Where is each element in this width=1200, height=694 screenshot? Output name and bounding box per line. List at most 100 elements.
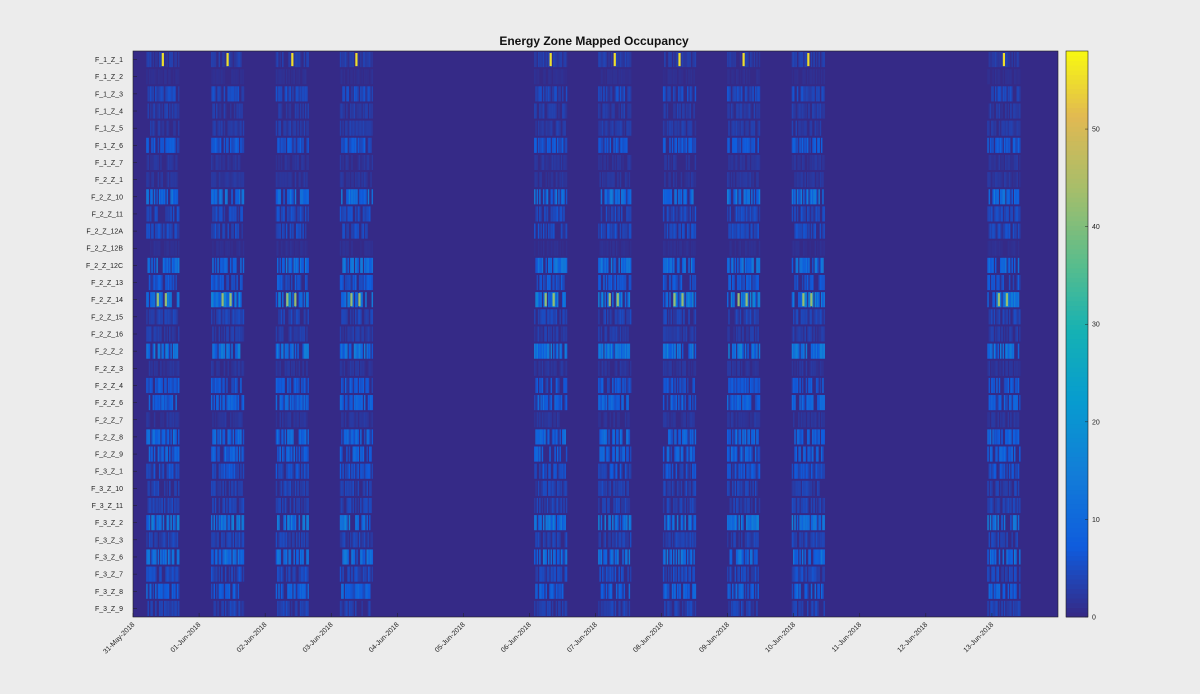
- heatmap-cell: [288, 326, 290, 342]
- heatmap-cell: [680, 326, 683, 342]
- heatmap-cell: [618, 583, 620, 599]
- heatmap-cell: [299, 86, 302, 102]
- heatmap-cell: [605, 86, 608, 102]
- heatmap-cell: [688, 154, 690, 171]
- heatmap-cell: [230, 532, 232, 548]
- heatmap-cell: [301, 600, 303, 616]
- heatmap-cell: [795, 52, 798, 68]
- heatmap-cell: [360, 343, 362, 359]
- heatmap-cell: [165, 257, 167, 273]
- heatmap-cell: [617, 206, 619, 222]
- heatmap-cell: [288, 412, 290, 428]
- heatmap-cell: [678, 532, 680, 548]
- heatmap-cell: [619, 429, 622, 445]
- heatmap-cell: [171, 189, 174, 205]
- heatmap-cell: [344, 583, 347, 599]
- heatmap-cell: [147, 600, 149, 616]
- heatmap-cell: [342, 103, 344, 119]
- heatmap-cell: [669, 515, 671, 531]
- heatmap-cell: [238, 120, 241, 136]
- heatmap-cell: [302, 189, 304, 205]
- heatmap-cell: [542, 52, 545, 68]
- heatmap-cell: [820, 86, 823, 102]
- heatmap-cell: [689, 566, 692, 582]
- heatmap-cell: [662, 497, 665, 514]
- heatmap-cell: [558, 583, 560, 599]
- heatmap-cell: [148, 395, 151, 411]
- heatmap-cell: [670, 429, 672, 445]
- heatmap-cell: [629, 86, 632, 102]
- heatmap-cell: [544, 600, 546, 616]
- heatmap-cell: [756, 206, 758, 222]
- heatmap-cell: [280, 274, 283, 291]
- heatmap-cell: [177, 497, 180, 514]
- heatmap-cell: [692, 532, 694, 548]
- heatmap-cell: [176, 377, 179, 394]
- heatmap-cell: [283, 69, 285, 85]
- heatmap-cell: [626, 206, 628, 222]
- heatmap-cell: [235, 137, 237, 153]
- heatmap-cell: [212, 223, 214, 239]
- heatmap-cell: [233, 566, 236, 582]
- heatmap-cell: [353, 343, 356, 359]
- heatmap-cell: [729, 223, 731, 239]
- heatmap-cell: [148, 446, 151, 462]
- heatmap-cell: [687, 240, 689, 256]
- heatmap-cell: [675, 292, 678, 308]
- heatmap-cell: [342, 257, 344, 273]
- heatmap-cell: [613, 137, 615, 153]
- heatmap-cell: [146, 223, 148, 239]
- heatmap-cell: [627, 343, 629, 359]
- heatmap-cell: [809, 120, 811, 136]
- heatmap-cell: [690, 120, 693, 136]
- heatmap-cell: [666, 120, 669, 136]
- heatmap-cell: [339, 172, 342, 188]
- heatmap-cell: [818, 103, 820, 119]
- heatmap-cell: [732, 463, 734, 479]
- heatmap-cell: [560, 52, 563, 68]
- heatmap-cell: [301, 326, 303, 342]
- heatmap-cell: [228, 600, 231, 616]
- heatmap-cell: [684, 120, 686, 136]
- heatmap-cell: [218, 274, 221, 291]
- heatmap-cell: [367, 549, 370, 565]
- heatmap-cell: [214, 463, 217, 479]
- heatmap-cell: [177, 566, 180, 582]
- heatmap-cell: [603, 223, 605, 239]
- heatmap-cell: [276, 600, 279, 616]
- heatmap-cell: [623, 600, 626, 616]
- heatmap-cell: [162, 189, 165, 205]
- heatmap-cell: [232, 326, 235, 342]
- heatmap-cell: [216, 360, 218, 376]
- heatmap-cell: [236, 446, 238, 462]
- heatmap-cell: [242, 120, 245, 136]
- heatmap-cell: [679, 274, 681, 291]
- heatmap-cell: [694, 172, 697, 188]
- heatmap-cell: [666, 86, 669, 102]
- heatmap-cell: [735, 309, 738, 325]
- heatmap-cell: [213, 69, 215, 85]
- heatmap-cell: [166, 463, 169, 479]
- heatmap-cell: [242, 463, 245, 479]
- heatmap-cell: [601, 240, 604, 256]
- peak-cell: [294, 293, 297, 307]
- peak-cell: [673, 293, 676, 307]
- heatmap-cell: [151, 497, 153, 514]
- heatmap-cell: [796, 206, 799, 222]
- heatmap-cell: [284, 412, 287, 428]
- heatmap-cell: [167, 377, 170, 394]
- heatmap-cell: [747, 309, 749, 325]
- heatmap-cell: [307, 429, 309, 445]
- heatmap-cell: [303, 120, 306, 136]
- heatmap-cell: [370, 172, 372, 188]
- heatmap-cell: [605, 395, 608, 411]
- heatmap-cell: [161, 600, 163, 616]
- heatmap-cell: [817, 154, 819, 171]
- heatmap-cell: [817, 137, 819, 153]
- heatmap-cell: [157, 480, 160, 496]
- heatmap-cell: [227, 532, 229, 548]
- heatmap-cell: [148, 69, 151, 85]
- heatmap-cell: [747, 549, 749, 565]
- heatmap-cell: [363, 463, 366, 479]
- heatmap-cell: [279, 257, 281, 273]
